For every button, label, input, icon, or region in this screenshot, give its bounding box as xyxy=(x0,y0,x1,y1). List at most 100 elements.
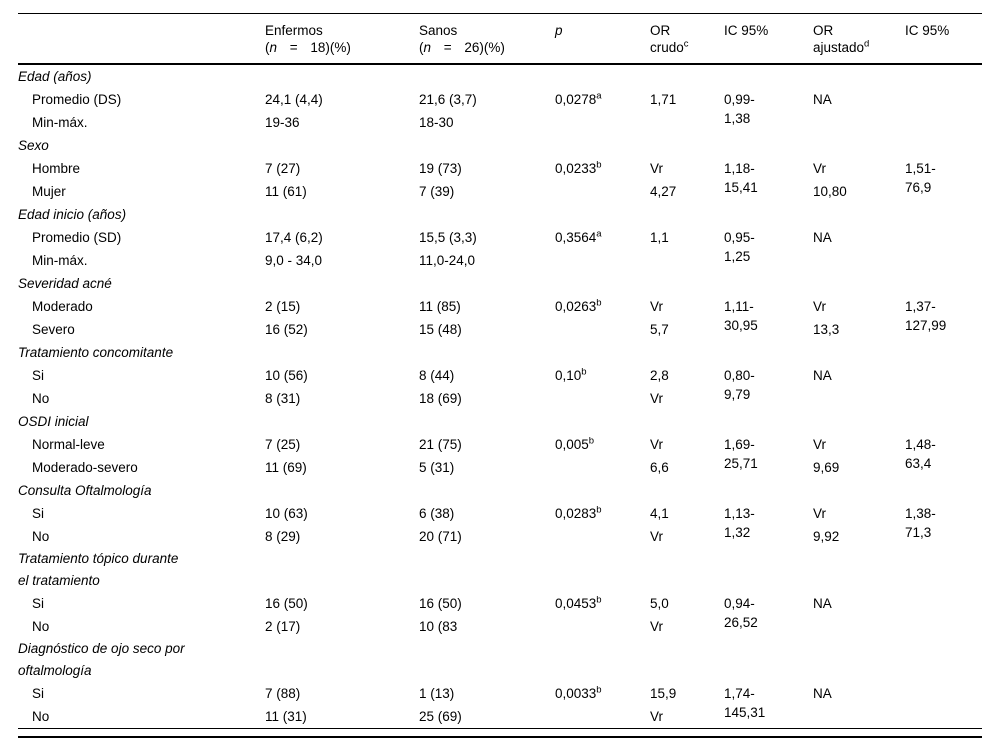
subtitle-part: = 18)(%) xyxy=(277,40,351,55)
cell-or-crudo: 2,8 xyxy=(650,364,724,387)
section-label: Tratamiento tópico durante el tratamient… xyxy=(18,550,179,588)
cell-p: 0,0278a xyxy=(555,88,650,111)
value: 18 (69) xyxy=(419,390,462,406)
value: 1,32 xyxy=(724,524,751,540)
value: 8 (44) xyxy=(419,367,455,383)
value: 10 (56) xyxy=(265,367,308,383)
value: 4,27 xyxy=(650,183,677,199)
p-value: 0,0283 xyxy=(555,505,597,521)
column-header-p: p xyxy=(555,14,650,64)
row-label: Promedio (DS) xyxy=(32,91,122,107)
table-header: Enfermos (n = 18)(%) Sanos (n = 26)(%) p OR cr… xyxy=(18,14,982,64)
cell-or-ajustado: 9,69 xyxy=(813,456,905,479)
value: 16 (50) xyxy=(419,595,462,611)
cell-or-crudo: 5,0 xyxy=(650,592,724,615)
value: 145,31 xyxy=(724,704,766,720)
value: 25,71 xyxy=(724,455,758,471)
cell-p: 0,0263b xyxy=(555,295,650,318)
p-value: 0,0033 xyxy=(555,685,597,701)
value: 20 (71) xyxy=(419,528,462,544)
cell-ic95-ajustado xyxy=(905,387,982,410)
cell-enfermos: 7 (25) xyxy=(265,433,419,456)
data-row: Moderado 2 (15) 11 (85) 0,0263b Vr 1,11- Vr 1,3… xyxy=(18,295,982,318)
column-header-ic95-ajustado: IC 95% xyxy=(905,14,982,64)
cell-sanos: 16 (50) xyxy=(419,592,555,615)
cell-enfermos: 10 (63) xyxy=(265,502,419,525)
value: 11 (85) xyxy=(419,298,461,314)
subtitle-part: n xyxy=(423,40,432,55)
cell-or-ajustado: Vr xyxy=(813,502,905,525)
p-value: 0,0453 xyxy=(555,595,597,611)
cell-p xyxy=(555,456,650,479)
cell-or-crudo: Vr xyxy=(650,387,724,410)
cell-or-crudo xyxy=(650,111,724,134)
data-row: No 2 (17) 10 (83 Vr 26,52 xyxy=(18,615,982,638)
cell-p xyxy=(555,705,650,728)
data-row: Si 10 (63) 6 (38) 0,0283b 4,1 1,13- Vr 1,38- xyxy=(18,502,982,525)
cell-enfermos: 2 (15) xyxy=(265,295,419,318)
cell-or-ajustado: 9,92 xyxy=(813,525,905,548)
table-bottom-rule xyxy=(18,727,982,738)
value: 10,80 xyxy=(813,183,847,199)
cell-enfermos: 16 (52) xyxy=(265,318,419,341)
cell-ic95-ajustado: 1,48- xyxy=(905,433,982,456)
data-row: Mujer 11 (61) 7 (39) 4,27 15,41 10,80 76,9 xyxy=(18,180,982,203)
cell-or-crudo: 4,27 xyxy=(650,180,724,203)
value: 25 (69) xyxy=(419,708,462,724)
value: 1,51- xyxy=(905,160,936,176)
section-row: Diagnóstico de ojo seco por oftalmología xyxy=(18,638,982,682)
column-header-rowlabel xyxy=(18,14,265,64)
cell-ic95-ajustado xyxy=(905,364,982,387)
value: 9,69 xyxy=(813,459,840,475)
footnote-marker: b xyxy=(596,594,602,605)
row-label: No xyxy=(32,708,50,724)
section-label: Severidad acné xyxy=(18,275,112,291)
cell-ic95-crudo: 1,32 xyxy=(724,525,813,548)
row-label: Si xyxy=(32,367,45,383)
value: 11 (31) xyxy=(265,708,307,724)
cell-p: 0,0233b xyxy=(555,157,650,180)
value: 9,92 xyxy=(813,528,840,544)
cell-ic95-ajustado: 1,51- xyxy=(905,157,982,180)
section-label: Edad (años) xyxy=(18,68,92,84)
cell-enfermos: 11 (31) xyxy=(265,705,419,728)
cell-ic95-ajustado: 1,38- xyxy=(905,502,982,525)
data-row: Si 10 (56) 8 (44) 0,10b 2,8 0,80- NA xyxy=(18,364,982,387)
row-label: Promedio (SD) xyxy=(32,229,122,245)
cell-or-ajustado: NA xyxy=(813,682,905,705)
footnote-marker: a xyxy=(596,228,602,239)
cell-ic95-crudo: 9,79 xyxy=(724,387,813,410)
cell-or-ajustado: Vr xyxy=(813,433,905,456)
value: 5,0 xyxy=(650,595,669,611)
value: 1,74- xyxy=(724,685,755,701)
cell-sanos: 10 (83 xyxy=(419,615,555,638)
cell-or-ajustado xyxy=(813,387,905,410)
column-title: Enfermos xyxy=(265,23,323,38)
cell-sanos: 21,6 (3,7) xyxy=(419,88,555,111)
data-row: Promedio (DS) 24,1 (4,4) 21,6 (3,7) 0,0278a… xyxy=(18,88,982,111)
cell-enfermos: 16 (50) xyxy=(265,592,419,615)
cell-ic95-crudo: 0,99- xyxy=(724,88,813,111)
value: 0,95- xyxy=(724,229,755,245)
cell-ic95-ajustado xyxy=(905,615,982,638)
value: 0,80- xyxy=(724,367,755,383)
value: Vr xyxy=(650,618,663,634)
cell-or-ajustado xyxy=(813,705,905,728)
value: 15,41 xyxy=(724,179,758,195)
cell-ic95-crudo: 30,95 xyxy=(724,318,813,341)
cell-p xyxy=(555,249,650,272)
section-row: Consulta Oftalmología xyxy=(18,479,982,502)
cell-ic95-ajustado: 71,3 xyxy=(905,525,982,548)
cell-sanos: 21 (75) xyxy=(419,433,555,456)
value: 1,38- xyxy=(905,505,936,521)
cell-p xyxy=(555,318,650,341)
value: 1,1 xyxy=(650,229,669,245)
column-title: OR xyxy=(813,23,834,38)
column-title: IC 95% xyxy=(724,23,769,38)
column-subtitle: ajustadod xyxy=(813,39,901,56)
cell-or-ajustado xyxy=(813,111,905,134)
cell-sanos: 15 (48) xyxy=(419,318,555,341)
cell-ic95-crudo: 25,71 xyxy=(724,456,813,479)
cell-or-crudo: 6,6 xyxy=(650,456,724,479)
cell-ic95-ajustado: 1,37- xyxy=(905,295,982,318)
